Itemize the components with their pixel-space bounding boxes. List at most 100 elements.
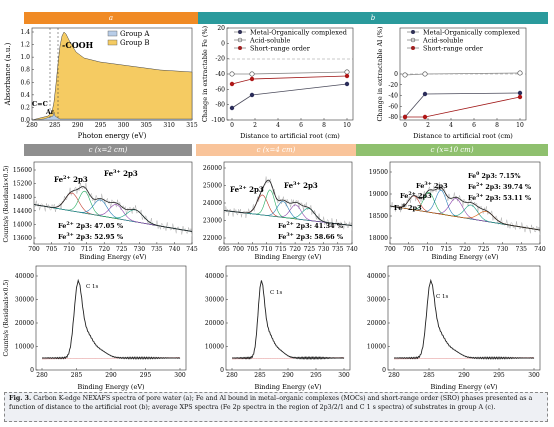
band-c-4cm: c (x=4 cm) — [196, 144, 356, 156]
y-tick-label: 40000 — [205, 273, 224, 280]
svg-text:Fe3+ 2p3: Fe3+ 2p3 — [416, 181, 448, 190]
caption-text: Carbon K-edge NEXAFS spectra of pore wat… — [9, 395, 533, 411]
x-tick-label: 730 — [134, 246, 146, 253]
x-tick-label: 725 — [478, 246, 490, 253]
x-tick-label: 295 — [310, 372, 322, 379]
x-tick-label: 705 — [247, 246, 259, 253]
y-tick-label: 19000 — [369, 191, 388, 198]
y-tick-label: 18000 — [369, 235, 388, 242]
x-tick-label: 720 — [459, 246, 471, 253]
x-tick-label: 700 — [232, 246, 244, 253]
x-tick-label: 730 — [497, 246, 509, 253]
y-tick-label: 0 — [30, 367, 34, 374]
x-tick-label: 8 — [495, 122, 499, 129]
x-tick-label: 725 — [116, 246, 128, 253]
x-tick-label: 735 — [151, 246, 163, 253]
x-tick-label: 730 — [318, 246, 330, 253]
xps-fe-4cm-chart: 26000 25000 24000 23000 22000 695 700 705 710 715… — [203, 161, 358, 261]
x-tick-label: 285 — [49, 122, 61, 129]
x-tick-label: 745 — [186, 246, 198, 253]
x-tick-label: 10 — [516, 122, 524, 129]
y-tick-label: 0.8 — [20, 67, 30, 74]
band-a: a — [24, 12, 198, 24]
y-tick-label: -60 — [388, 103, 398, 110]
y-tick-label: -60 — [215, 86, 225, 93]
al-legend-sro: Short-range order — [423, 45, 484, 53]
y-tick-label: 30000 — [15, 297, 34, 304]
svg-text:Fe2+ 2p3: Fe2+ 2p3 — [230, 185, 264, 194]
y-tick-label: 0 — [221, 40, 225, 47]
al-xlabel: Distance to artificial root (cm) — [413, 132, 513, 140]
x-tick-label: 305 — [141, 122, 153, 129]
y-tick-label: -80 — [215, 102, 225, 109]
y-tick-label: 10000 — [15, 344, 34, 351]
y-tick-label: 25000 — [203, 183, 222, 190]
figure-caption: Fig. 3. Carbon K-edge NEXAFS spectra of … — [4, 392, 548, 422]
x-tick-label: 285 — [71, 372, 83, 379]
y-tick-label: 20000 — [15, 320, 34, 327]
x-tick-label: 280 — [26, 122, 38, 129]
fe-xlabel: Distance to artificial root (cm) — [240, 132, 340, 140]
x-tick-label: 4 — [449, 122, 453, 129]
x-tick-label: 290 — [458, 372, 470, 379]
panel-a-nexafs-chart: 1.4 1.2 1.0 0.8 0.6 0.4 0.2 0.0 280 285 290 295 300… — [4, 27, 198, 140]
y-tick-label: -20 — [215, 56, 225, 63]
y-tick-label: 18500 — [369, 213, 388, 220]
x-tick-label: 735 — [332, 246, 344, 253]
y-tick-label: 0.0 — [20, 117, 30, 124]
y-tick-label: 19500 — [369, 169, 388, 176]
band-c-2cm: c (x=2 cm) — [24, 144, 192, 156]
x-tick-label: 290 — [105, 372, 117, 379]
x-tick-label: 300 — [338, 372, 350, 379]
al-legend-acid: Acid-soluble — [422, 37, 464, 45]
y-tick-label: 0.2 — [20, 104, 30, 111]
y-tick-label: 14800 — [13, 194, 32, 201]
y-tick-label: 22000 — [203, 235, 222, 242]
x-tick-label: 720 — [98, 246, 110, 253]
x-tick-label: 280 — [36, 372, 48, 379]
y-tick-label: 20 — [217, 25, 225, 32]
band-c-10cm: c (x=10 cm) — [356, 144, 548, 156]
fe-sro-series — [231, 75, 348, 85]
y-tick-label: 0 — [220, 367, 224, 374]
xps-fe-xlabel-1: Binding Energy (eV) — [79, 253, 147, 261]
x-tick-label: 300 — [174, 372, 186, 379]
xps-fe-ylabel: Counts/s (Residuals×0.5) — [3, 165, 10, 242]
x-tick-label: 740 — [169, 246, 181, 253]
xps-fe-xlabel-3: Binding Energy (eV) — [431, 253, 499, 261]
y-tick-label: 1.4 — [20, 29, 30, 36]
svg-text:Fe3+ 2p3: Fe3+ 2p3 — [104, 169, 138, 178]
y-tick-label: 0 — [382, 367, 386, 374]
y-tick-label: 20000 — [367, 320, 386, 327]
x-tick-label: 295 — [140, 372, 152, 379]
x-tick-label: 740 — [346, 246, 358, 253]
x-tick-label: 285 — [254, 372, 266, 379]
y-tick-label: 15200 — [13, 181, 32, 188]
fe-ylabel: Change in extractable Fe (%) — [201, 25, 209, 122]
y-tick-label: 24000 — [203, 200, 222, 207]
xps-fe-xlabel-2: Binding Energy (eV) — [254, 253, 322, 261]
x-tick-label: 10 — [343, 122, 351, 129]
x-tick-label: 715 — [81, 246, 93, 253]
y-tick-label: 20000 — [205, 320, 224, 327]
y-tick-label: -20 — [388, 82, 398, 89]
x-tick-label: 280 — [388, 372, 400, 379]
y-tick-label: 10000 — [205, 344, 224, 351]
y-tick-label: 26000 — [203, 165, 222, 172]
svg-text:Fe2+ 2p3: 41.34 %: Fe2+ 2p3: 41.34 % — [278, 221, 344, 230]
x-tick-label: 705 — [403, 246, 415, 253]
fe-legend-moc: Metal-Organically complexed — [250, 29, 347, 37]
xps-c-xlabel-1: Binding Energy (eV) — [77, 383, 145, 391]
c1s-label-2: C 1s — [270, 290, 282, 296]
al-sro-series — [405, 96, 521, 118]
x-tick-label: 285 — [423, 372, 435, 379]
x-tick-label: 290 — [72, 122, 84, 129]
ar-label: Ar — [45, 109, 55, 116]
x-tick-label: 710 — [261, 246, 273, 253]
cc-label: C=C — [32, 100, 48, 108]
svg-text:Fe2+ 2p3: 47.05 %: Fe2+ 2p3: 47.05 % — [58, 221, 124, 230]
y-tick-label: 40000 — [15, 273, 34, 280]
x-tick-label: 700 — [28, 246, 40, 253]
